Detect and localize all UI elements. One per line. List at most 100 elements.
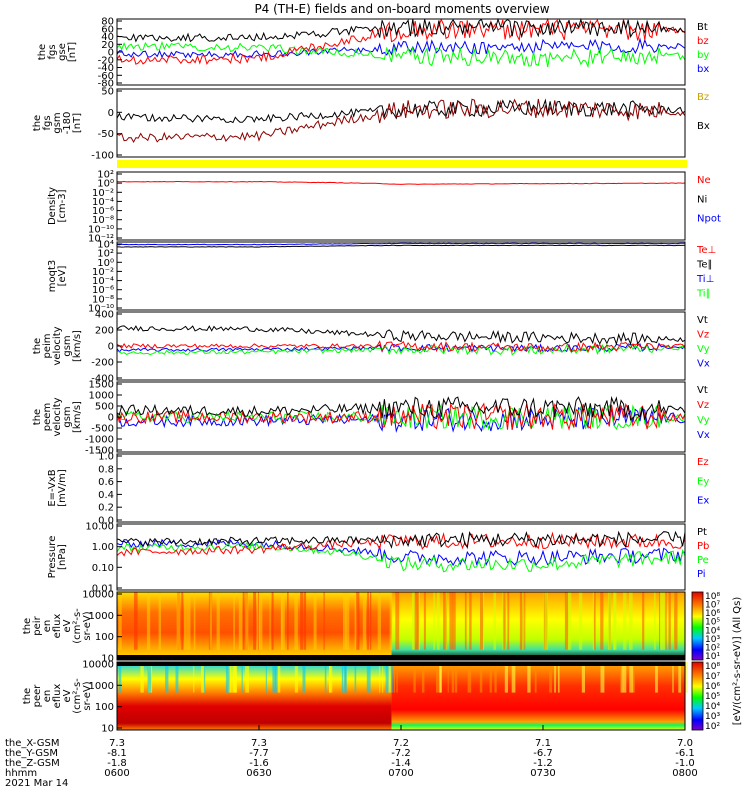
x-tick-zgsm: -1.2 bbox=[533, 758, 553, 769]
spectrogram-electron-stripe bbox=[201, 662, 205, 693]
spectrogram-electron-stripe bbox=[341, 662, 344, 693]
y-tick-label: 0.01 bbox=[92, 584, 114, 595]
y-tick-label: 10⁻¹⁰ bbox=[88, 304, 114, 315]
spectrogram-ion-stripe bbox=[416, 592, 419, 650]
spectrogram-ion-stripe bbox=[253, 592, 257, 650]
spectrogram-ion-stripe bbox=[443, 592, 447, 650]
colorbar-tick-label: 10² bbox=[705, 643, 720, 653]
spectrogram-ion-stripe bbox=[480, 592, 483, 650]
y-axis-label: eflux bbox=[52, 614, 63, 639]
y-axis-label: peim bbox=[42, 333, 53, 358]
legend-electron-velocity-Vt: Vt bbox=[697, 385, 708, 396]
legend-fgs-gse-Bt: Bt bbox=[697, 22, 708, 33]
y-axis-label: eV bbox=[62, 619, 73, 632]
series-line-electron-velocity-Vy bbox=[116, 403, 686, 431]
legend-fgs-gsm-Bz: Bz bbox=[697, 92, 709, 103]
y-tick-label: 10² bbox=[97, 170, 114, 181]
spectrogram-ion-stripe bbox=[524, 592, 526, 650]
spectrogram-ion-stripe bbox=[257, 592, 260, 650]
y-axis-label: (cm²-s- bbox=[72, 608, 83, 644]
spectrogram-electron-stripe bbox=[175, 662, 179, 693]
y-axis-label: moqt3 bbox=[47, 260, 58, 293]
spectrogram-ion-stripe bbox=[245, 592, 249, 650]
spectrogram-ion-stripe bbox=[623, 592, 627, 650]
y-tick-label: 60 bbox=[101, 24, 114, 35]
colorbar-tick-label: 10⁴ bbox=[705, 702, 720, 712]
spectrogram-electron-stripe bbox=[467, 662, 472, 693]
spectrogram-ion-stripe bbox=[664, 592, 667, 650]
x-tick-ygsm: -6.1 bbox=[675, 748, 695, 759]
spectrogram-electron-stripe bbox=[504, 662, 508, 693]
y-axis-label: sr-eV) bbox=[82, 611, 93, 640]
spectrogram-electron-stripe bbox=[655, 662, 658, 693]
spectrogram-ion-stripe bbox=[668, 592, 671, 650]
spectrogram-electron-stripe bbox=[277, 662, 281, 693]
spectrogram-ion-floor bbox=[117, 655, 685, 660]
y-axis-label: gse bbox=[57, 43, 68, 61]
colorbar-bottom bbox=[691, 661, 704, 731]
y-axis-label: gsm bbox=[62, 335, 73, 356]
spectrogram-electron-stripe bbox=[225, 662, 230, 693]
y-axis-label: the bbox=[22, 618, 33, 634]
y-tick-label: 200 bbox=[95, 326, 114, 337]
legend-ion-velocity-Vt: Vt bbox=[697, 315, 708, 326]
legend-temperature-Ti∥: Ti∥ bbox=[696, 289, 711, 300]
series-line-fgs-gse-by bbox=[116, 40, 686, 69]
y-tick-label: 10⁰ bbox=[97, 258, 114, 269]
x-tick-ygsm: -6.7 bbox=[533, 748, 553, 759]
quality-flag-bar bbox=[117, 160, 687, 168]
legend-fgs-gse-by: by bbox=[697, 50, 709, 61]
legend-pressure-Pi: Pi bbox=[697, 569, 706, 580]
y-tick-label: 80 bbox=[101, 17, 114, 28]
spectrogram-electron-stripe bbox=[454, 662, 458, 693]
spectrogram-electron-stripe bbox=[436, 662, 440, 693]
x-tick-xgsm: 7.3 bbox=[109, 738, 125, 749]
spectrogram-ion-stripe bbox=[193, 592, 196, 650]
spectrogram-ion-stripe bbox=[176, 592, 181, 650]
spectrogram-electron-late bbox=[391, 662, 685, 730]
spectrogram-electron-stripe bbox=[203, 662, 206, 693]
spectrogram-electron-stripe bbox=[229, 662, 231, 693]
spectrogram-ion-stripe bbox=[413, 592, 415, 650]
x-tick-ygsm: -8.1 bbox=[107, 748, 127, 759]
spectrogram-ion-stripe bbox=[449, 592, 453, 650]
spectrogram-ion-stripe bbox=[544, 592, 548, 650]
y-tick-label: 10⁻² bbox=[92, 267, 114, 278]
y-axis-label: gsm bbox=[52, 112, 63, 133]
series-line-electron-velocity-Vt bbox=[116, 395, 686, 421]
spectrogram-ion-stripe bbox=[564, 592, 569, 650]
spectrogram-electron-stripe bbox=[451, 662, 455, 693]
y-tick-label: -200 bbox=[91, 358, 114, 369]
series-line-density-Ne bbox=[116, 180, 686, 185]
y-tick-label: -40 bbox=[98, 63, 114, 74]
spectrogram-ion-stripe bbox=[242, 592, 245, 650]
x-tick-time: 0700 bbox=[388, 768, 413, 779]
spectrogram-electron-stripe bbox=[294, 662, 299, 693]
x-tick-zgsm: -1.8 bbox=[107, 758, 127, 769]
y-tick-label: 1500 bbox=[89, 380, 114, 391]
y-tick-label: 10⁻⁸ bbox=[92, 215, 114, 226]
legend-efield-Ez: Ez bbox=[697, 457, 709, 468]
spectrogram-ion-stripe bbox=[367, 592, 369, 650]
spectrogram-ion-stripe bbox=[303, 592, 307, 650]
y-tick-label: 10⁻⁸ bbox=[92, 294, 114, 305]
spectrogram-ion-stripe bbox=[146, 592, 151, 650]
spectrogram-ion-stripe bbox=[280, 592, 285, 650]
spectrogram-ion-late bbox=[391, 592, 685, 660]
colorbar-tick-label: 10⁵ bbox=[705, 692, 720, 702]
spectrogram-ion-stripe bbox=[464, 592, 467, 650]
y-tick-label: 1000 bbox=[89, 391, 114, 402]
y-tick-label: 0 bbox=[108, 342, 114, 353]
y-tick-label: -20 bbox=[98, 55, 114, 66]
x-tick-xgsm: 7.1 bbox=[535, 738, 551, 749]
legend-density-Ni: Ni bbox=[697, 194, 707, 205]
spectrogram-electron-stripe bbox=[193, 662, 195, 693]
colorbar-tick-label: 10³ bbox=[705, 635, 720, 645]
y-tick-label: 10.00 bbox=[85, 522, 114, 533]
y-axis-label: Density bbox=[47, 187, 58, 225]
spectrogram-ion-stripe bbox=[642, 592, 645, 650]
spectrogram-ion-stripe bbox=[452, 592, 456, 650]
spectrogram-electron-stripe bbox=[329, 662, 331, 693]
panel-frame-fgs-gsm bbox=[116, 88, 686, 158]
spectrogram-ion-stripe bbox=[594, 592, 596, 650]
